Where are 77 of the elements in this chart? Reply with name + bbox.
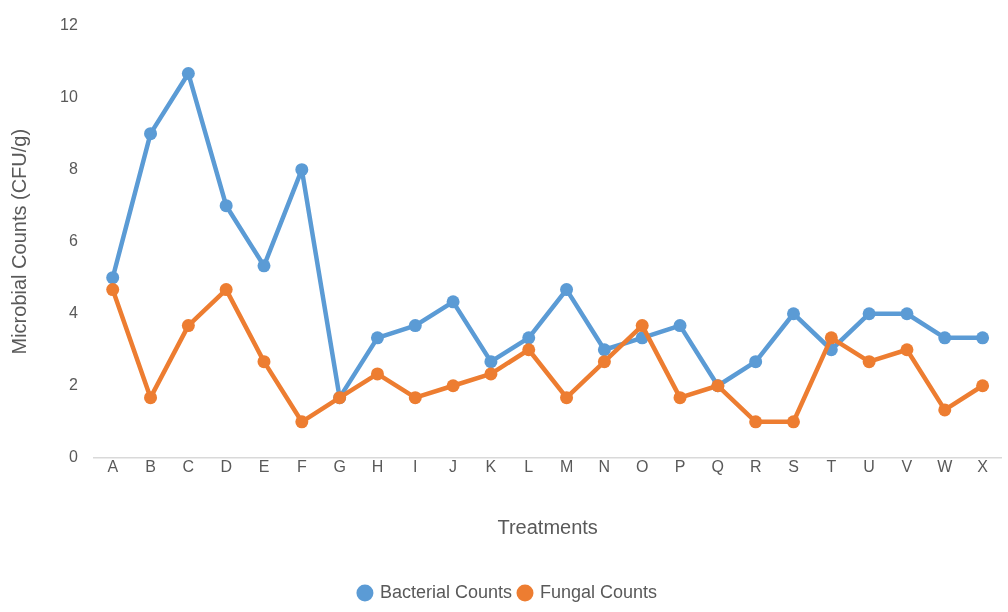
y-tick-label: 10 bbox=[60, 88, 78, 106]
x-tick-label: O bbox=[635, 457, 649, 475]
x-tick-label: U bbox=[863, 457, 875, 475]
point bbox=[181, 319, 195, 333]
point bbox=[295, 163, 309, 177]
point bbox=[749, 355, 763, 369]
point bbox=[484, 367, 498, 381]
point bbox=[295, 415, 309, 429]
x-tick-label: C bbox=[182, 457, 195, 475]
y-tick-label: 4 bbox=[68, 304, 78, 322]
x-tick-label: B bbox=[145, 457, 156, 475]
point bbox=[597, 343, 611, 357]
point bbox=[900, 343, 914, 357]
point bbox=[749, 415, 763, 429]
x-tick-label: V bbox=[901, 457, 913, 475]
point bbox=[597, 355, 611, 369]
legend-label: Fungal Counts bbox=[540, 581, 658, 602]
x-axis-title: Treatments bbox=[497, 515, 598, 538]
point bbox=[144, 391, 158, 405]
point bbox=[106, 271, 120, 285]
y-axis-title: Microbial Counts (CFU/g) bbox=[7, 128, 30, 355]
x-tick-label: L bbox=[524, 457, 534, 475]
point bbox=[786, 415, 800, 429]
x-tick-label: J bbox=[449, 457, 458, 475]
point bbox=[408, 319, 422, 333]
point bbox=[673, 319, 687, 333]
point bbox=[673, 391, 687, 405]
point bbox=[219, 199, 233, 213]
point bbox=[522, 331, 536, 345]
x-tick-label: W bbox=[937, 457, 954, 475]
y-tick-label: 0 bbox=[68, 448, 78, 466]
point bbox=[408, 391, 422, 405]
y-tick-label: 8 bbox=[68, 160, 78, 178]
x-tick-label: S bbox=[788, 457, 799, 475]
point bbox=[862, 307, 876, 321]
point bbox=[370, 367, 384, 381]
point bbox=[824, 331, 838, 345]
point bbox=[257, 355, 271, 369]
point bbox=[938, 403, 952, 417]
point bbox=[862, 355, 876, 369]
x-tick-label: E bbox=[258, 457, 270, 475]
point bbox=[370, 331, 384, 345]
x-tick-label: Q bbox=[711, 457, 725, 475]
point bbox=[522, 343, 536, 357]
point bbox=[560, 283, 574, 297]
point bbox=[446, 379, 460, 393]
x-tick-label: M bbox=[559, 457, 574, 475]
point bbox=[938, 331, 952, 345]
x-tick-label: K bbox=[485, 457, 497, 475]
point bbox=[786, 307, 800, 321]
point bbox=[484, 355, 498, 369]
point bbox=[181, 67, 195, 80]
x-tick-label: A bbox=[107, 457, 119, 475]
y-tick-label: 6 bbox=[68, 232, 78, 250]
x-tick-label: T bbox=[826, 457, 837, 475]
x-tick-label: F bbox=[296, 457, 307, 475]
point bbox=[257, 259, 271, 273]
x-tick-label: P bbox=[674, 457, 686, 475]
point bbox=[106, 283, 120, 297]
x-tick-label: X bbox=[977, 457, 989, 475]
point bbox=[219, 283, 233, 297]
x-tick-label: H bbox=[371, 457, 384, 475]
y-tick-label: 12 bbox=[60, 16, 78, 34]
x-tick-label: N bbox=[598, 457, 611, 475]
x-tick-label: R bbox=[749, 457, 762, 475]
x-tick-label: D bbox=[220, 457, 232, 475]
point bbox=[976, 379, 990, 393]
x-tick-label: G bbox=[333, 457, 346, 475]
x-tick-label: I bbox=[413, 457, 418, 475]
legend-label: Bacterial Counts bbox=[379, 581, 513, 602]
point bbox=[900, 307, 914, 321]
point bbox=[560, 391, 574, 405]
y-tick-label: 2 bbox=[68, 376, 78, 394]
point bbox=[144, 127, 158, 141]
point bbox=[446, 295, 460, 309]
point bbox=[976, 331, 990, 345]
point bbox=[635, 319, 649, 333]
